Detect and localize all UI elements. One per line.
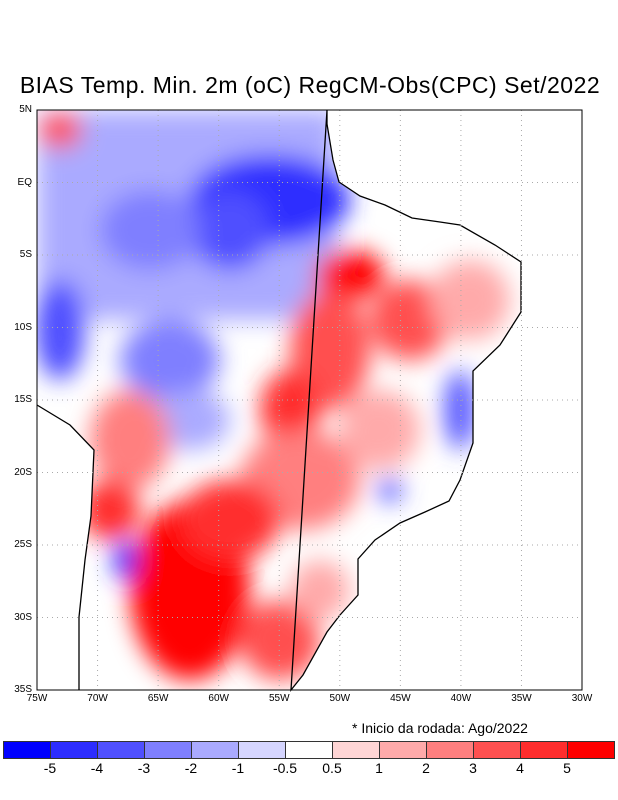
lat-label: 20S xyxy=(14,466,32,478)
colorbar xyxy=(3,741,615,759)
lat-label: 15S xyxy=(14,394,32,405)
colorbar-label: 2 xyxy=(422,760,430,776)
lon-label: 45W xyxy=(390,693,411,704)
lat-label: EQ xyxy=(17,176,32,188)
lon-label: 65W xyxy=(147,693,169,704)
bias-field xyxy=(37,110,521,690)
colorbar-swatch xyxy=(145,742,192,758)
graticule xyxy=(37,110,582,690)
map-frame xyxy=(36,109,583,691)
lon-label: 40W xyxy=(450,693,472,704)
colorbar-label: -4 xyxy=(90,760,104,776)
lat-label: 25S xyxy=(14,539,32,550)
lon-label: 35W xyxy=(511,693,532,704)
colorbar-label: -0.5 xyxy=(272,760,298,776)
lon-label: 70W xyxy=(87,693,108,704)
coastline xyxy=(290,109,522,693)
colorbar-swatch xyxy=(239,742,286,758)
lon-label: 30W xyxy=(571,693,593,704)
colorbar-swatch xyxy=(333,742,380,758)
lat-label: 10S xyxy=(14,321,32,333)
colorbar-swatch xyxy=(521,742,568,758)
lat-label: 5S xyxy=(19,249,32,260)
colorbar-swatch xyxy=(192,742,239,758)
lon-label: 75W xyxy=(26,693,48,704)
colorbar-swatch xyxy=(286,742,333,758)
lon-label: 60W xyxy=(208,693,229,704)
colorbar-label: -5 xyxy=(43,760,57,776)
lat-label: 5N xyxy=(19,104,32,115)
colorbar-label: 4 xyxy=(516,760,524,776)
colorbar-swatch xyxy=(427,742,474,758)
lon-label: 55W xyxy=(268,693,290,704)
colorbar-swatch xyxy=(51,742,98,758)
colorbar-swatch xyxy=(380,742,427,758)
map-title: BIAS Temp. Min. 2m (oC) RegCM-Obs(CPC) S… xyxy=(19,72,601,98)
run-start-note: * Inicio da rodada: Ago/2022 xyxy=(352,720,528,736)
colorbar-swatch xyxy=(98,742,145,758)
colorbar-label: 1 xyxy=(375,760,383,776)
colorbar-label: 0.5 xyxy=(322,760,342,776)
colorbar-swatch xyxy=(4,742,51,758)
pacific-coastline xyxy=(36,404,95,690)
colorbar-label: 5 xyxy=(563,760,571,776)
colorbar-label: -1 xyxy=(231,760,245,776)
lat-label: 30S xyxy=(14,611,32,623)
colorbar-swatch xyxy=(568,742,614,758)
colorbar-label: -2 xyxy=(184,760,198,776)
colorbar-swatch xyxy=(474,742,521,758)
lon-label: 50W xyxy=(329,693,351,704)
colorbar-label: -3 xyxy=(137,760,151,776)
lat-label: 35S xyxy=(14,684,32,695)
colorbar-label: 3 xyxy=(469,760,477,776)
